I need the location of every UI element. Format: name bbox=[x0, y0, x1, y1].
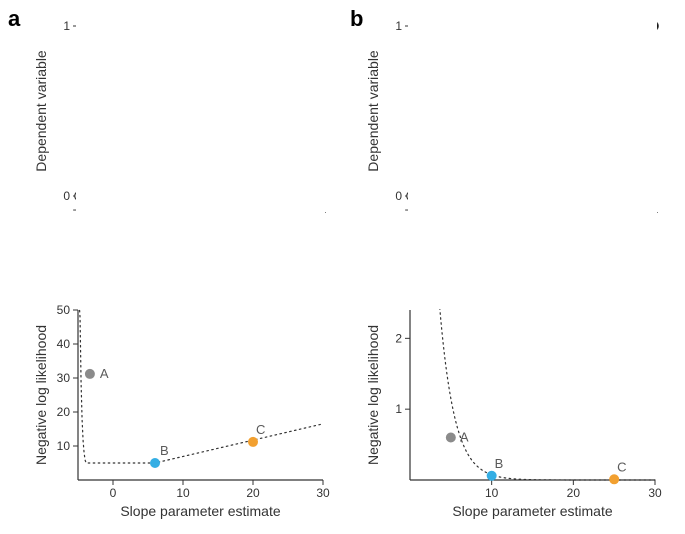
svg-text:1: 1 bbox=[63, 19, 70, 33]
svg-text:10: 10 bbox=[57, 439, 71, 453]
svg-text:Dependent variable: Dependent variable bbox=[33, 50, 49, 172]
svg-text:20: 20 bbox=[567, 486, 581, 500]
svg-text:30: 30 bbox=[57, 371, 71, 385]
figure-root: a b -10101Independent variableDependent … bbox=[0, 0, 685, 534]
svg-text:20: 20 bbox=[57, 405, 71, 419]
chart-svg: -10101Independent variableDependent vari… bbox=[0, 0, 685, 534]
svg-text:C: C bbox=[617, 459, 626, 474]
svg-text:C: C bbox=[256, 422, 265, 437]
svg-text:Negative log likelihood: Negative log likelihood bbox=[33, 325, 49, 465]
svg-text:Dependent variable: Dependent variable bbox=[365, 50, 381, 172]
svg-text:2: 2 bbox=[395, 331, 402, 345]
svg-text:0: 0 bbox=[110, 486, 117, 500]
svg-text:A: A bbox=[460, 430, 469, 445]
svg-text:30: 30 bbox=[316, 486, 330, 500]
svg-text:1: 1 bbox=[395, 19, 402, 33]
panel-letter-a: a bbox=[8, 6, 20, 32]
svg-text:A: A bbox=[100, 366, 109, 381]
svg-text:10: 10 bbox=[176, 486, 190, 500]
svg-text:0: 0 bbox=[63, 189, 70, 203]
svg-text:30: 30 bbox=[648, 486, 662, 500]
svg-text:40: 40 bbox=[57, 337, 71, 351]
svg-text:Slope parameter estimate: Slope parameter estimate bbox=[120, 503, 281, 519]
svg-text:50: 50 bbox=[57, 303, 71, 317]
svg-text:20: 20 bbox=[246, 486, 260, 500]
svg-text:Negative log likelihood: Negative log likelihood bbox=[365, 325, 381, 465]
panel-letter-b: b bbox=[350, 6, 363, 32]
svg-text:0: 0 bbox=[395, 189, 402, 203]
svg-text:10: 10 bbox=[485, 486, 499, 500]
svg-text:1: 1 bbox=[395, 402, 402, 416]
svg-text:B: B bbox=[160, 443, 169, 458]
svg-text:Slope parameter estimate: Slope parameter estimate bbox=[452, 503, 613, 519]
svg-text:B: B bbox=[495, 456, 504, 471]
